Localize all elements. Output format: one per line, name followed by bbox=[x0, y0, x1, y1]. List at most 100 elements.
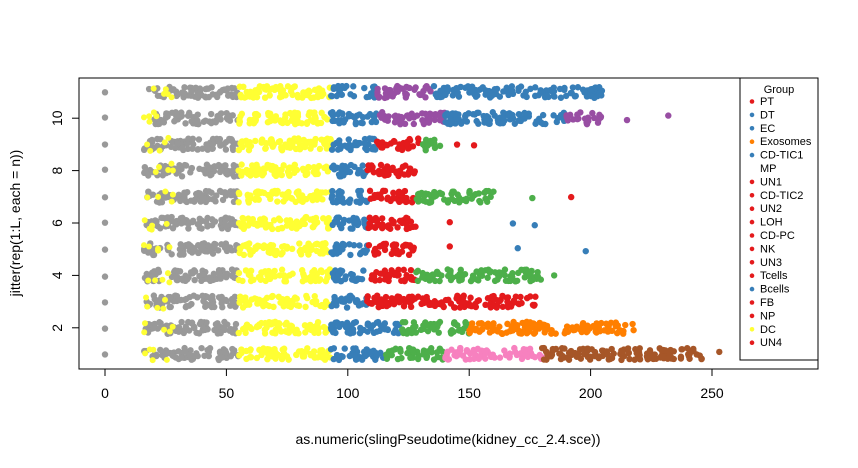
data-point bbox=[247, 194, 254, 202]
data-point bbox=[364, 297, 371, 305]
legend-marker bbox=[749, 112, 755, 118]
data-point bbox=[395, 188, 403, 195]
data-point bbox=[181, 90, 188, 97]
data-point bbox=[347, 270, 355, 278]
data-point bbox=[175, 328, 182, 335]
data-point bbox=[355, 166, 362, 174]
legend-entry: DT bbox=[760, 109, 775, 121]
data-point bbox=[635, 349, 643, 356]
data-point bbox=[411, 86, 418, 93]
data-point bbox=[318, 347, 326, 354]
data-point bbox=[179, 214, 186, 222]
data-point bbox=[554, 114, 562, 122]
legend: Group PTDTECExosomesCD-TIC1MPUN1CD-TIC2U… bbox=[739, 77, 819, 361]
data-point bbox=[662, 347, 669, 354]
series-lineage-8 bbox=[101, 160, 418, 180]
data-point bbox=[202, 248, 209, 255]
data-point bbox=[189, 217, 197, 224]
data-point bbox=[478, 272, 486, 279]
data-point bbox=[399, 319, 406, 326]
data-point bbox=[203, 319, 210, 326]
data-point bbox=[431, 277, 439, 285]
legend-entry: Bcells bbox=[760, 284, 790, 296]
data-point bbox=[410, 120, 418, 128]
data-point bbox=[168, 94, 175, 101]
data-point bbox=[629, 320, 636, 328]
data-point bbox=[222, 146, 230, 153]
data-point bbox=[323, 145, 330, 152]
data-point bbox=[370, 169, 377, 176]
data-point bbox=[163, 215, 170, 223]
data-point bbox=[515, 117, 522, 124]
series-lineage-4 bbox=[101, 266, 558, 286]
data-point bbox=[376, 276, 383, 284]
data-point bbox=[173, 112, 181, 119]
data-point bbox=[215, 247, 222, 254]
data-point bbox=[253, 323, 261, 331]
data-point bbox=[269, 320, 276, 328]
data-point bbox=[248, 296, 255, 303]
data-point bbox=[438, 190, 446, 198]
data-point bbox=[156, 199, 163, 206]
data-point bbox=[294, 111, 301, 119]
data-point bbox=[214, 114, 222, 121]
data-point bbox=[339, 320, 346, 328]
data-point bbox=[205, 85, 212, 92]
data-point bbox=[382, 351, 390, 358]
data-point bbox=[455, 327, 463, 334]
data-point bbox=[363, 146, 371, 154]
y-axis-label: jitter(rep(1:L, each = n)) bbox=[7, 150, 23, 298]
data-point bbox=[390, 195, 397, 202]
data-point bbox=[499, 119, 507, 127]
data-point bbox=[328, 195, 335, 202]
data-point bbox=[227, 221, 235, 228]
data-point bbox=[318, 268, 326, 276]
data-point bbox=[523, 330, 531, 337]
data-point bbox=[276, 93, 284, 101]
data-point bbox=[518, 330, 525, 337]
data-point bbox=[574, 84, 582, 91]
data-point bbox=[235, 189, 243, 197]
series-lineage-10 bbox=[101, 109, 672, 128]
data-point bbox=[296, 248, 303, 255]
data-point bbox=[467, 277, 475, 285]
legend-marker bbox=[749, 126, 755, 131]
data-point bbox=[395, 113, 402, 120]
data-point bbox=[431, 188, 438, 196]
data-point bbox=[196, 272, 203, 280]
data-point bbox=[463, 348, 471, 355]
x-axis-label: as.numeric(slingPseudotime(kidney_cc_2.4… bbox=[295, 431, 600, 447]
data-point bbox=[166, 328, 173, 335]
data-point bbox=[414, 277, 422, 285]
data-point bbox=[227, 326, 234, 333]
data-point bbox=[222, 272, 229, 279]
data-point bbox=[235, 198, 242, 206]
data-point bbox=[299, 198, 306, 205]
data-point bbox=[216, 168, 224, 176]
data-point bbox=[305, 240, 312, 247]
data-point bbox=[496, 269, 503, 276]
data-point bbox=[151, 296, 158, 303]
data-point bbox=[152, 351, 160, 359]
data-point bbox=[238, 93, 245, 101]
data-point bbox=[216, 135, 224, 143]
data-point bbox=[375, 139, 382, 146]
data-point bbox=[587, 86, 594, 93]
data-point bbox=[335, 171, 343, 178]
data-point bbox=[343, 164, 350, 172]
data-point bbox=[448, 327, 456, 334]
data-point bbox=[291, 135, 298, 142]
data-point bbox=[168, 160, 175, 167]
data-point bbox=[444, 272, 452, 280]
data-point bbox=[219, 196, 227, 204]
data-point bbox=[542, 120, 549, 128]
data-point bbox=[433, 268, 441, 275]
data-point bbox=[171, 353, 178, 360]
data-point bbox=[268, 166, 275, 173]
data-point bbox=[276, 272, 283, 279]
data-point bbox=[222, 162, 229, 169]
data-point bbox=[486, 269, 494, 276]
data-point bbox=[261, 297, 268, 304]
data-point bbox=[101, 89, 109, 96]
